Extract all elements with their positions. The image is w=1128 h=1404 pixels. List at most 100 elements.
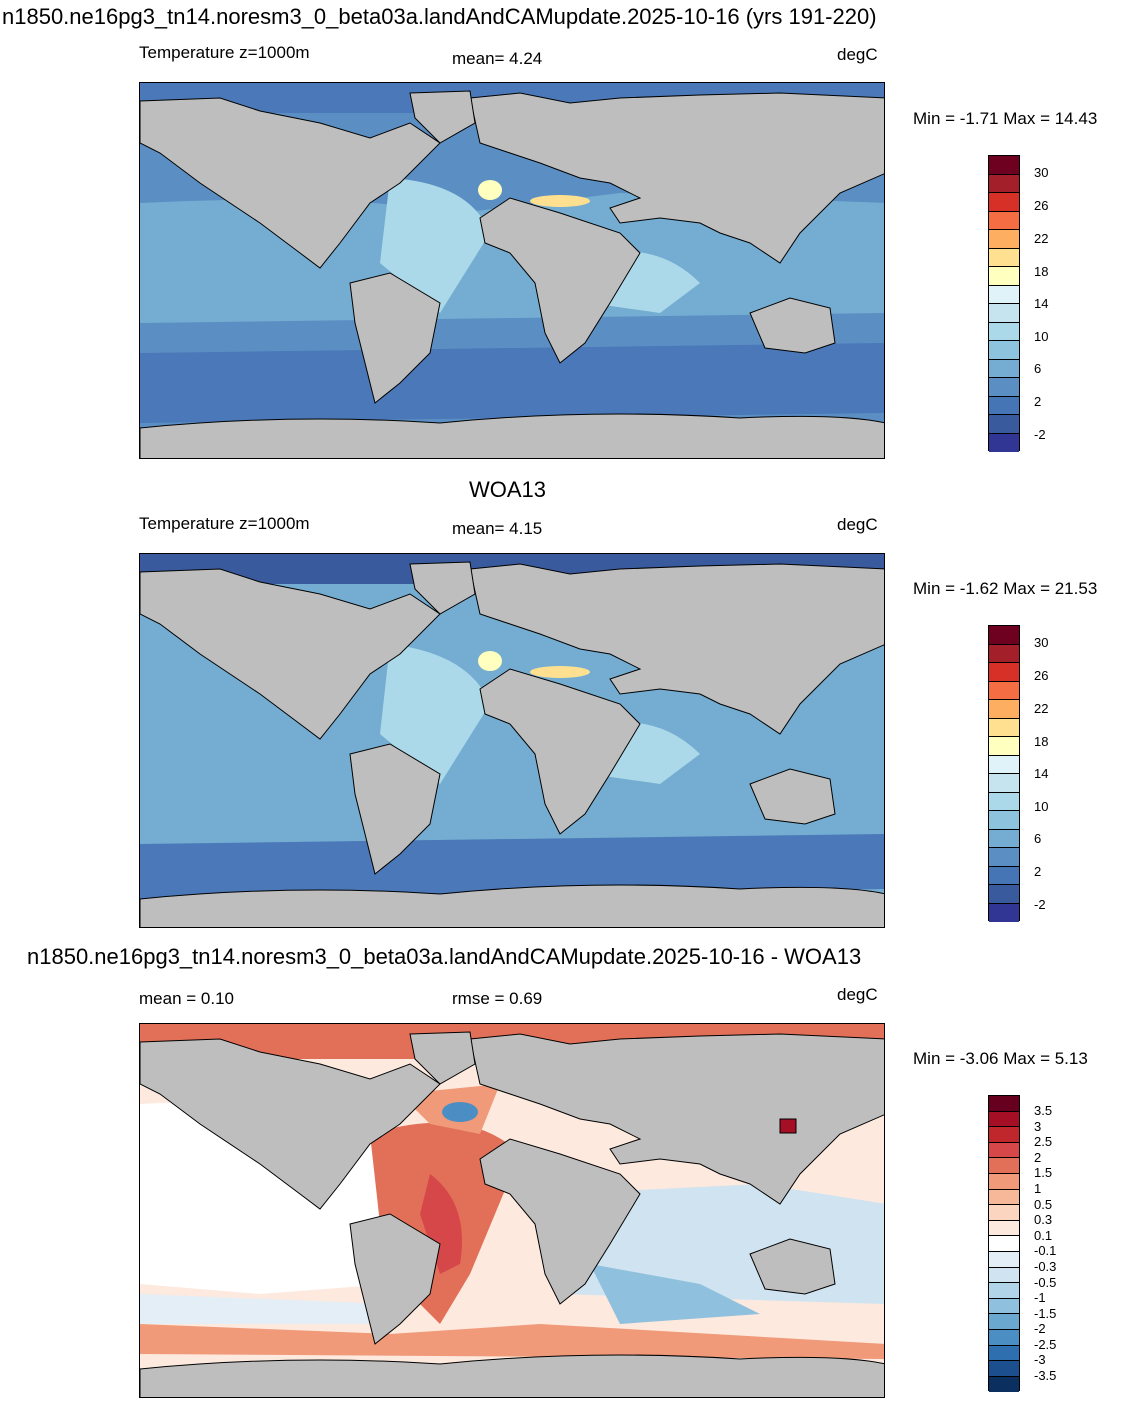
panel2-colorbar-tick: 30 bbox=[1034, 635, 1049, 650]
panel2-colorbar-seg bbox=[989, 866, 1019, 885]
panel3-colorbar-tick: -1 bbox=[1034, 1290, 1046, 1305]
panel2-colorbar-tick: 6 bbox=[1034, 831, 1042, 846]
panel1-colorbar-seg bbox=[989, 396, 1019, 415]
panel2-colorbar-tick: 14 bbox=[1034, 766, 1049, 781]
panel2-colorbar-seg bbox=[989, 755, 1019, 774]
panel3-colorbar-tick: -0.1 bbox=[1034, 1243, 1057, 1258]
panel1-colorbar-tick: 2 bbox=[1034, 394, 1042, 409]
panel3-colorbar-seg bbox=[989, 1189, 1019, 1206]
panel1-title: n1850.ne16pg3_tn14.noresm3_0_beta03a.lan… bbox=[2, 4, 877, 29]
panel2-mean-label: mean= 4.15 bbox=[452, 519, 543, 538]
panel3-map bbox=[139, 1023, 885, 1398]
panel3-colorbar-tick: 0.1 bbox=[1034, 1228, 1053, 1243]
panel2-colorbar-seg bbox=[989, 774, 1019, 793]
panel1-colorbar-tick: 14 bbox=[1034, 296, 1049, 311]
panel3-colorbar-tick: -2.5 bbox=[1034, 1337, 1057, 1352]
panel3-colorbar-seg bbox=[989, 1314, 1019, 1330]
panel2-colorbar-seg bbox=[989, 829, 1019, 848]
panel3-colorbar-seg bbox=[989, 1345, 1019, 1362]
panel1-colorbar-seg bbox=[989, 322, 1019, 341]
panel2-colorbar-seg bbox=[989, 626, 1019, 645]
panel1-minmax: Min = -1.71 Max = 14.43 bbox=[913, 109, 1098, 128]
panel1-colorbar-seg bbox=[989, 433, 1019, 452]
panel3-colorbar-seg bbox=[989, 1329, 1019, 1346]
panel3-colorbar-seg bbox=[989, 1173, 1019, 1190]
panel2-colorbar-tick: -2 bbox=[1034, 897, 1046, 912]
panel2-colorbar-seg bbox=[989, 663, 1019, 682]
panel2-map bbox=[139, 553, 885, 928]
panel1-colorbar-seg bbox=[989, 378, 1019, 397]
panel2-variable-label: Temperature z=1000m bbox=[139, 514, 310, 533]
panel3-colorbar-seg bbox=[989, 1205, 1019, 1221]
panel2-colorbar-seg bbox=[989, 848, 1019, 867]
panel3-colorbar-seg bbox=[989, 1096, 1019, 1112]
panel1-colorbar-tick: 18 bbox=[1034, 264, 1049, 279]
panel1-colorbar-seg bbox=[989, 248, 1019, 267]
panel1-colorbar-tick: 30 bbox=[1034, 165, 1049, 180]
panel2-colorbar-seg bbox=[989, 718, 1019, 737]
panel3-colorbar-tick: 2.5 bbox=[1034, 1134, 1053, 1149]
panel2-colorbar-tick: 10 bbox=[1034, 799, 1049, 814]
panel3-colorbar-tick: -3.5 bbox=[1034, 1368, 1057, 1383]
panel3-rmse-label: rmse = 0.69 bbox=[452, 989, 543, 1008]
panel2-colorbar-seg bbox=[989, 811, 1019, 830]
panel2-colorbar-seg bbox=[989, 644, 1019, 663]
panel3-colorbar-seg bbox=[989, 1361, 1019, 1377]
panel1-colorbar-tick: 6 bbox=[1034, 361, 1042, 376]
panel1-colorbar-seg bbox=[989, 267, 1019, 286]
panel1-variable-label: Temperature z=1000m bbox=[139, 43, 310, 62]
panel2-map-svg bbox=[140, 554, 884, 927]
panel2-colorbar-seg bbox=[989, 700, 1019, 719]
panel3-mean-label: mean = 0.10 bbox=[139, 989, 234, 1008]
panel3-colorbar-seg bbox=[989, 1220, 1019, 1237]
panel3-colorbar-seg bbox=[989, 1158, 1019, 1174]
panel1-colorbar-seg bbox=[989, 193, 1019, 212]
panel3-colorbar-tick: -1.5 bbox=[1034, 1306, 1057, 1321]
panel2-colorbar-tick: 2 bbox=[1034, 864, 1042, 879]
panel2-colorbar bbox=[988, 625, 1020, 922]
panel2-colorbar-seg bbox=[989, 903, 1019, 922]
panel2-minmax: Min = -1.62 Max = 21.53 bbox=[913, 579, 1098, 598]
panel1-colorbar-seg bbox=[989, 285, 1019, 304]
panel3-colorbar-seg bbox=[989, 1111, 1019, 1128]
panel3-colorbar-tick: 2 bbox=[1034, 1150, 1042, 1165]
panel2-colorbar-seg bbox=[989, 885, 1019, 904]
panel1-colorbar-seg bbox=[989, 211, 1019, 230]
panel3-colorbar-seg bbox=[989, 1298, 1019, 1315]
panel2-colorbar-tick: 18 bbox=[1034, 734, 1049, 749]
panel3-colorbar-tick: -0.5 bbox=[1034, 1275, 1057, 1290]
panel1-colorbar-seg bbox=[989, 156, 1019, 175]
panel1-colorbar-seg bbox=[989, 230, 1019, 249]
panel2-colorbar-tick: 26 bbox=[1034, 668, 1049, 683]
panel1-colorbar-tick: -2 bbox=[1034, 427, 1046, 442]
panel1-colorbar-seg bbox=[989, 359, 1019, 378]
panel3-colorbar-tick: -0.3 bbox=[1034, 1259, 1057, 1274]
panel2-units: degC bbox=[837, 515, 878, 534]
panel3-map-svg bbox=[140, 1024, 884, 1397]
panel3-colorbar bbox=[988, 1095, 1020, 1393]
panel3-colorbar-tick: 3.5 bbox=[1034, 1103, 1053, 1118]
panel3-colorbar-tick: 0.5 bbox=[1034, 1197, 1053, 1212]
panel3-colorbar-tick: 3 bbox=[1034, 1119, 1042, 1134]
panel1-map-svg bbox=[140, 83, 884, 458]
panel1-colorbar-seg bbox=[989, 341, 1019, 360]
panel3-minmax: Min = -3.06 Max = 5.13 bbox=[913, 1049, 1088, 1068]
panel3-colorbar-seg bbox=[989, 1267, 1019, 1284]
panel3-colorbar-tick: 1.5 bbox=[1034, 1165, 1053, 1180]
panel1-colorbar-tick: 22 bbox=[1034, 231, 1049, 246]
panel1-colorbar-seg bbox=[989, 415, 1019, 434]
panel2-colorbar-tick: 22 bbox=[1034, 701, 1049, 716]
panel3-title: n1850.ne16pg3_tn14.noresm3_0_beta03a.lan… bbox=[27, 944, 862, 969]
panel1-colorbar-seg bbox=[989, 174, 1019, 193]
panel3-colorbar-seg bbox=[989, 1236, 1019, 1252]
panel3-colorbar-tick: -3 bbox=[1034, 1352, 1046, 1367]
panel2-colorbar-seg bbox=[989, 792, 1019, 811]
panel1-mean-label: mean= 4.24 bbox=[452, 49, 543, 68]
panel3-units: degC bbox=[837, 985, 878, 1004]
panel2-colorbar-seg bbox=[989, 737, 1019, 756]
panel1-units: degC bbox=[837, 45, 878, 64]
panel3-colorbar-tick: 0.3 bbox=[1034, 1212, 1053, 1227]
panel1-colorbar-seg bbox=[989, 304, 1019, 323]
panel3-colorbar-seg bbox=[989, 1127, 1019, 1143]
panel3-colorbar-seg bbox=[989, 1376, 1019, 1393]
